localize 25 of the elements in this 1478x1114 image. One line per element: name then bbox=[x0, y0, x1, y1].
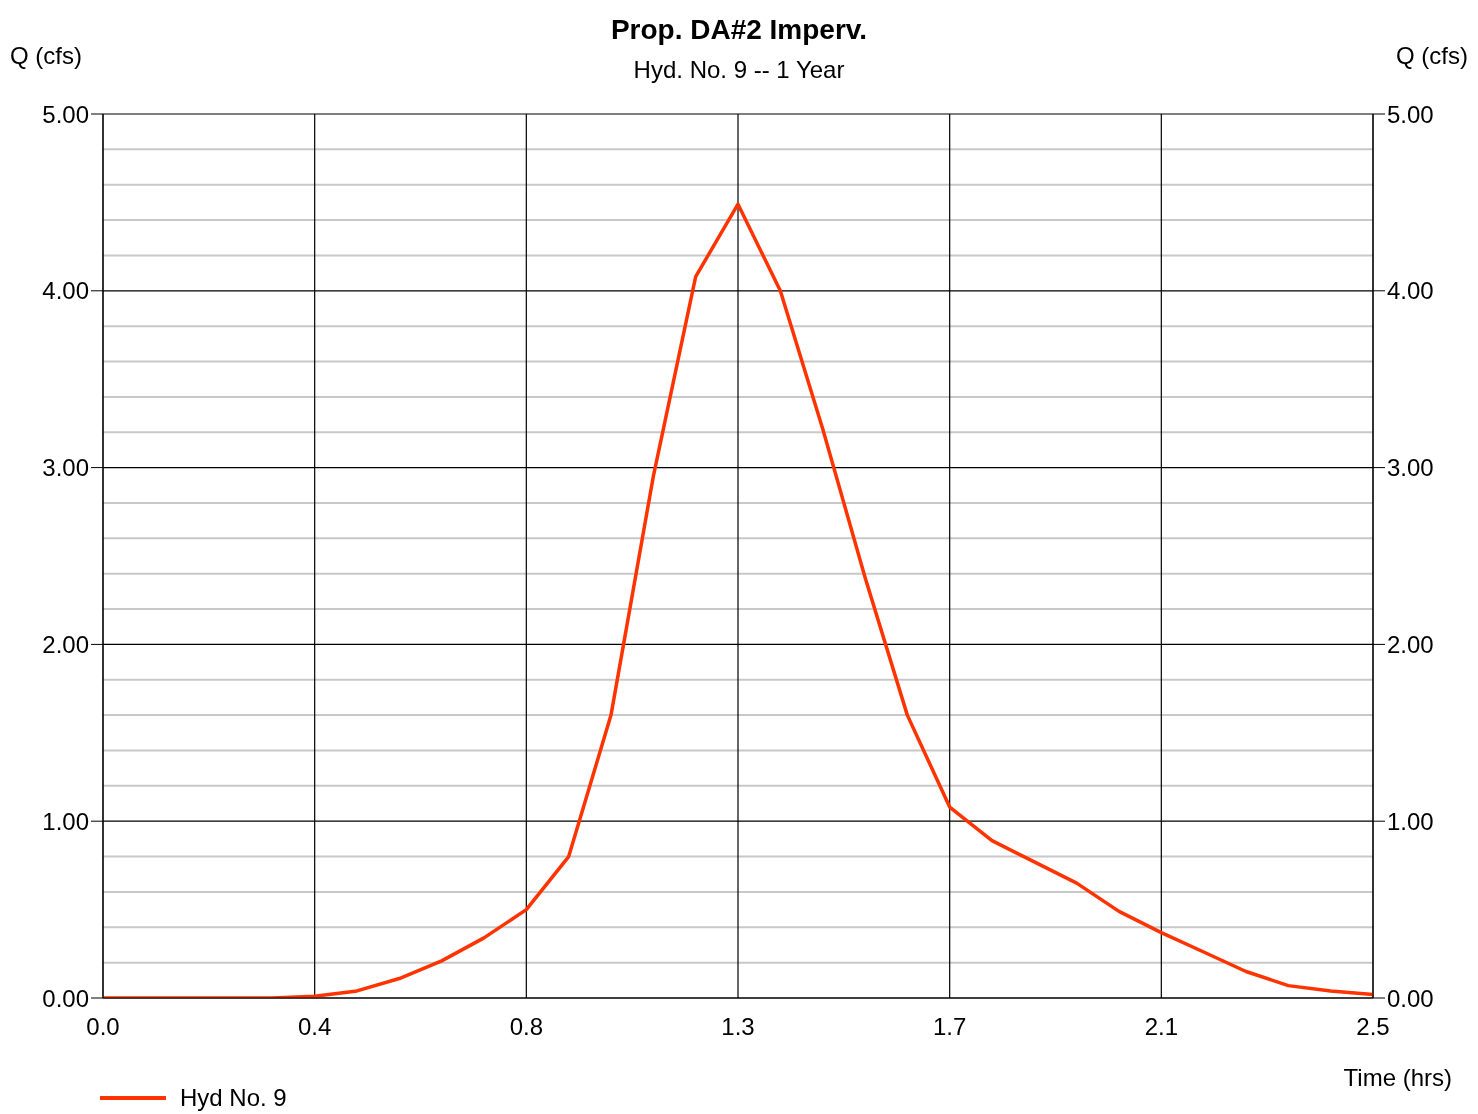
y2-axis-title: Q (cfs) bbox=[1396, 42, 1468, 70]
y-tick-label: 1.00 bbox=[42, 807, 89, 835]
legend-label: Hyd No. 9 bbox=[180, 1084, 287, 1112]
y-axis-title: Q (cfs) bbox=[10, 42, 82, 70]
chart-title: Prop. DA#2 Imperv. bbox=[610, 14, 868, 45]
y2-tick-label: 5.00 bbox=[1387, 100, 1434, 128]
x-tick-label: 0.8 bbox=[509, 1013, 543, 1041]
x-tick-label: 1.3 bbox=[721, 1013, 755, 1041]
x-tick-label: 2.1 bbox=[1144, 1013, 1178, 1041]
x-tick-label: 0.4 bbox=[298, 1013, 332, 1041]
y-tick-label: 0.00 bbox=[42, 984, 89, 1012]
x-tick-label: 2.5 bbox=[1356, 1013, 1390, 1041]
x-tick-label: 0.0 bbox=[86, 1013, 120, 1041]
y-tick-label: 2.00 bbox=[42, 630, 89, 658]
y2-tick-label: 2.00 bbox=[1387, 630, 1434, 658]
y-tick-label: 5.00 bbox=[42, 100, 89, 128]
chart-subtitle: Hyd. No. 9 -- 1 Year bbox=[633, 56, 845, 83]
y2-tick-label: 1.00 bbox=[1387, 807, 1434, 835]
y-tick-label: 4.00 bbox=[42, 277, 89, 305]
x-axis-title: Time (hrs) bbox=[1343, 1064, 1452, 1092]
x-tick-label: 1.7 bbox=[933, 1013, 967, 1041]
y2-tick-label: 3.00 bbox=[1387, 454, 1434, 482]
y2-tick-label: 0.00 bbox=[1387, 984, 1434, 1012]
y-tick-label: 3.00 bbox=[42, 454, 89, 482]
y2-tick-label: 4.00 bbox=[1387, 277, 1434, 305]
